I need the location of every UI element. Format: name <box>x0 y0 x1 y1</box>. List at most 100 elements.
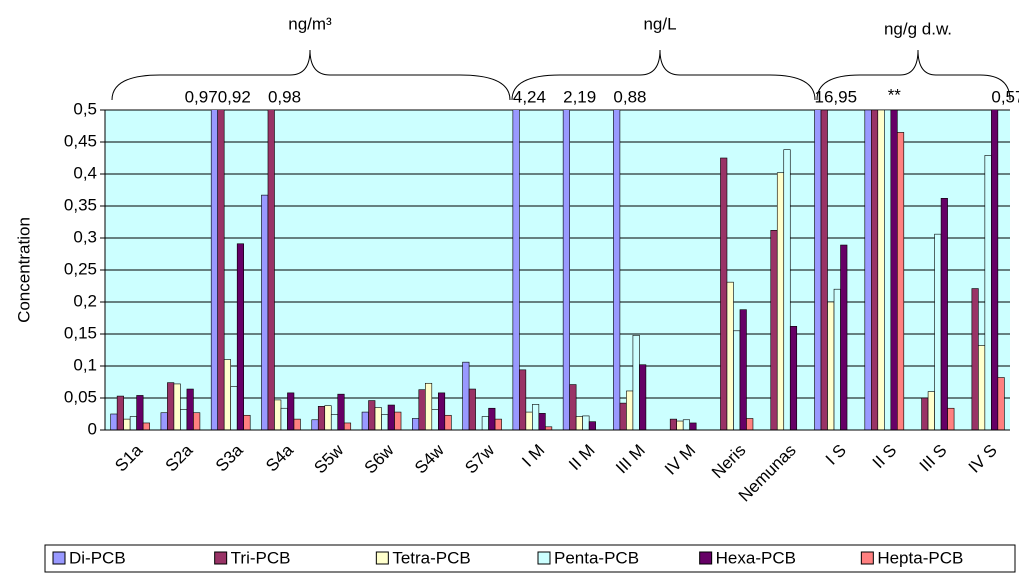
bar <box>412 418 420 430</box>
bar <box>110 413 118 430</box>
bar <box>280 407 288 430</box>
y-tick-label: 0,5 <box>73 99 97 118</box>
bar <box>236 243 244 430</box>
y-axis-title: Concentration <box>14 217 33 323</box>
bar <box>789 326 798 430</box>
bar <box>337 393 345 430</box>
bar <box>468 388 476 430</box>
bar <box>230 386 238 430</box>
legend <box>44 544 1016 573</box>
bar <box>632 334 640 430</box>
bar <box>927 391 935 430</box>
legend-label: Penta-PCB <box>554 548 639 567</box>
bar <box>689 422 697 430</box>
legend-swatch <box>52 551 66 565</box>
bar <box>827 301 835 430</box>
bar <box>783 149 791 430</box>
bar <box>287 392 295 430</box>
bar <box>639 364 647 430</box>
bar <box>588 421 596 430</box>
bar <box>167 382 175 430</box>
y-tick-label: 0,05 <box>64 387 97 406</box>
brace <box>111 49 511 101</box>
bar <box>613 110 621 430</box>
x-tick-label: S7w <box>461 440 498 477</box>
bar <box>293 418 301 430</box>
x-tick-label: Neris <box>708 441 749 482</box>
bar <box>897 132 905 430</box>
bar <box>425 382 433 430</box>
bar <box>934 233 942 430</box>
x-tick-label: S1a <box>111 440 146 475</box>
bar <box>733 330 741 430</box>
bar <box>984 155 992 430</box>
x-tick-label: I M <box>518 441 548 471</box>
y-tick-label: 0,1 <box>73 355 97 374</box>
value-label: 16,95 <box>815 87 858 106</box>
y-tick-label: 0,25 <box>64 259 97 278</box>
legend-label: Hepta-PCB <box>877 548 963 567</box>
bar <box>726 281 734 430</box>
bar <box>525 411 533 430</box>
bar <box>940 198 948 430</box>
bar <box>361 411 369 430</box>
bar <box>267 110 275 430</box>
unit-label: ng/g d.w. <box>884 19 952 38</box>
bar <box>947 407 955 430</box>
legend-swatch <box>537 551 551 565</box>
bar <box>978 345 986 430</box>
bar <box>921 397 929 430</box>
bar <box>210 110 218 430</box>
bar <box>833 288 841 430</box>
brace <box>816 49 1011 101</box>
bar <box>997 377 1005 430</box>
bar <box>387 404 395 430</box>
bar <box>431 409 439 430</box>
value-label: 0,98 <box>268 87 301 106</box>
legend-swatch <box>699 551 713 565</box>
x-tick-label: S6w <box>361 440 398 477</box>
y-tick-label: 0 <box>88 419 97 438</box>
bar <box>494 418 502 430</box>
value-label: 0,57 <box>991 87 1019 106</box>
bar <box>538 413 546 430</box>
bar <box>840 244 848 430</box>
x-tick-label: IV M <box>661 441 699 479</box>
bar <box>890 110 898 430</box>
bar <box>243 414 251 430</box>
bar <box>569 384 577 430</box>
x-tick-label: IV S <box>965 441 1001 477</box>
value-label: 0,88 <box>613 87 646 106</box>
bar <box>582 415 590 430</box>
bar <box>116 395 124 430</box>
bar <box>123 418 131 430</box>
x-tick-label: I S <box>822 441 850 469</box>
bar <box>814 110 822 430</box>
y-tick-label: 0,45 <box>64 131 97 150</box>
value-label: 0,97 <box>185 87 218 106</box>
bar <box>519 369 527 430</box>
unit-label: ng/L <box>643 14 676 33</box>
x-tick-label: II S <box>869 441 900 472</box>
legend-label: Hexa-PCB <box>716 548 796 567</box>
bar <box>746 418 754 430</box>
brace <box>511 49 816 101</box>
bar <box>186 388 194 430</box>
bar <box>720 157 728 430</box>
y-tick-label: 0,35 <box>64 195 97 214</box>
bar <box>438 392 446 430</box>
bar <box>142 422 150 430</box>
bar <box>274 399 282 430</box>
bar <box>129 416 137 430</box>
bar <box>418 389 426 430</box>
bar <box>160 412 168 430</box>
x-tick-label: S4a <box>262 440 297 475</box>
value-label: 4,24 <box>513 87 546 106</box>
bar <box>330 414 339 430</box>
bar <box>488 407 496 430</box>
bar <box>343 422 352 430</box>
bar <box>136 395 144 430</box>
bar <box>324 405 332 430</box>
bar <box>311 419 319 430</box>
